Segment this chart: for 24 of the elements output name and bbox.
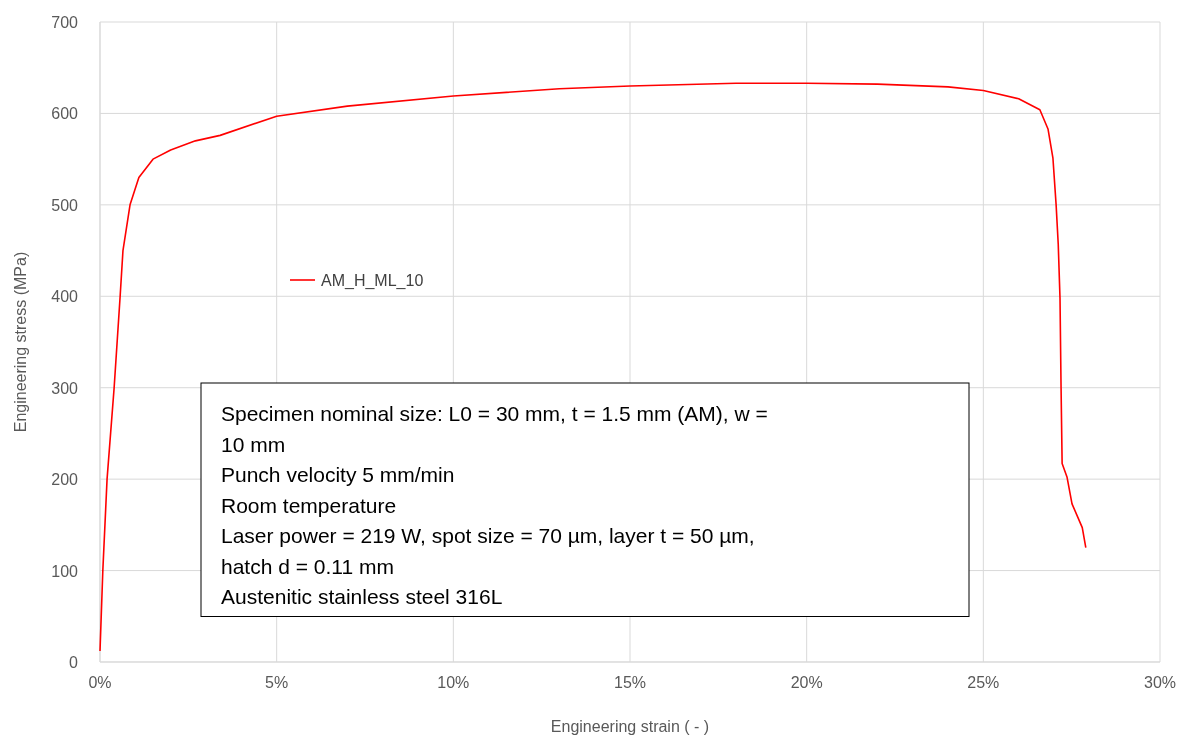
x-tick-label: 30% [1143, 674, 1177, 691]
y-axis-title: Engineering stress (MPa) [12, 251, 29, 433]
x-tick-label: 15% [613, 674, 647, 691]
y-tick-label: 700 [51, 14, 79, 31]
annotation: Punch velocity 5 mm/min [221, 463, 455, 486]
annotation: Specimen nominal size: L0 = 30 mm, t = 1.5 mm (AM), w = 10 mm [221, 402, 768, 456]
legend-label: AM_H_ML_10 [321, 272, 424, 290]
line-series [99, 82, 1087, 652]
y-tick-label: 0 [69, 654, 79, 671]
annotation: Austenitic stainless steel 316L [221, 585, 503, 608]
x-tick-label: 5% [265, 674, 289, 691]
annotation: Laser power = 219 W, spot size = 70 µm, layer t = 50 µm, hatch d = 0.11 mm [221, 524, 755, 578]
y-tick-label: 600 [51, 105, 79, 123]
x-axis-title: Engineering strain ( - ) [550, 718, 710, 735]
y-tick-label: 500 [51, 196, 79, 214]
x-tick-label: 0% [88, 674, 112, 691]
y-tick-label: 100 [51, 562, 79, 580]
x-tick-label: 20% [790, 674, 823, 691]
annotation: Room temperature [221, 493, 397, 517]
y-tick-label: 200 [51, 471, 79, 489]
y-tick-label: 400 [51, 288, 79, 306]
y-tick-label: 300 [51, 379, 79, 397]
x-tick-label: 25% [967, 674, 1000, 691]
x-tick-label: 10% [437, 674, 470, 691]
